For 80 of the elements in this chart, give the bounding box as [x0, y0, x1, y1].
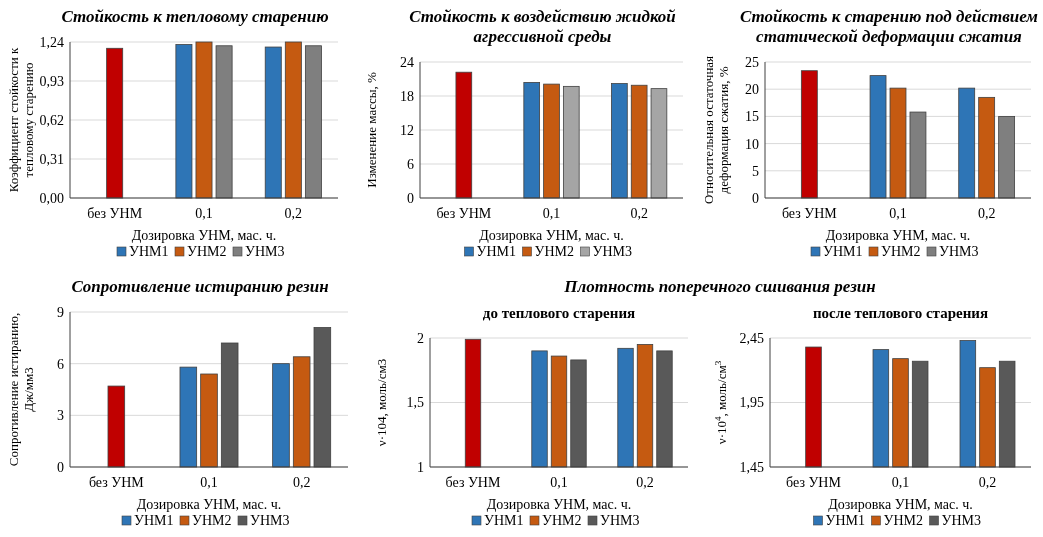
y-tick-label: 0 — [57, 459, 64, 475]
x-tick-label: без УНМ — [87, 206, 143, 221]
x-tick-label: 0,1 — [889, 206, 907, 221]
legend-label: УНМ1 — [476, 244, 516, 259]
x-tick-label: 0,1 — [195, 206, 213, 221]
x-tick-label: без УНМ — [781, 206, 838, 221]
y-tick-label: 6 — [57, 356, 64, 372]
y-axis-title: Относительная остаточная деформация сжатия, % — [701, 55, 731, 205]
y-tick-label: 3 — [57, 408, 64, 424]
legend-label: УНМ1 — [129, 244, 169, 259]
y-tick-label: 0 — [407, 190, 414, 206]
x-tick-label: 0,1 — [200, 475, 218, 490]
y-tick-label: 0,00 — [39, 190, 64, 206]
legend-label: УНМ3 — [941, 513, 981, 528]
chart-title: Плотность поперечного сшивания резин — [563, 277, 876, 296]
x-axis-title: Дозировка УНМ, мас. ч. — [136, 497, 282, 512]
x-tick-label: 0,1 — [550, 475, 568, 490]
y-tick-label: 1,24 — [39, 34, 64, 50]
x-axis-title: Дозировка УНМ, мас. ч. — [486, 497, 632, 512]
x-tick-label: без УНМ — [88, 475, 145, 490]
legend-label: УНМ3 — [600, 513, 640, 528]
x-axis-title: Дозировка УНМ, мас. ч. — [479, 228, 624, 243]
x-axis-title: Дозировка УНМ, мас. ч. — [131, 228, 277, 243]
legend-label: УНМ3 — [245, 244, 285, 259]
legend-label: УНМ2 — [881, 244, 921, 259]
y-tick-label: 1,5 — [406, 395, 424, 411]
y-tick-label: 25 — [745, 54, 759, 70]
y-tick-label: 5 — [752, 163, 759, 179]
chart-subtitle: после теплового старения — [812, 305, 989, 321]
chart-title: Стойкость к тепловому старению — [61, 7, 329, 26]
y-tick-label: 0,31 — [39, 151, 64, 167]
legend-label: УНМ3 — [250, 513, 290, 528]
legend-label: УНМ3 — [939, 244, 979, 259]
x-tick-label: 0,2 — [636, 475, 654, 490]
x-tick-label: 0,1 — [542, 206, 561, 221]
legend-label: УНМ1 — [484, 513, 524, 528]
y-axis-title: Изменение массы, % — [364, 72, 379, 188]
legend-label: УНМ1 — [823, 244, 863, 259]
y-tick-label: 2 — [417, 330, 424, 346]
y-tick-label: 1,45 — [739, 459, 764, 475]
legend-label: УНМ2 — [534, 244, 574, 259]
x-tick-label: 0,2 — [978, 475, 997, 490]
y-tick-label: 2,45 — [739, 330, 764, 346]
y-tick-label: 15 — [745, 109, 759, 125]
legend-label: УНМ2 — [883, 513, 923, 528]
x-tick-label: без УНМ — [786, 475, 842, 490]
x-tick-label: 0,2 — [977, 206, 996, 221]
x-axis-title: Дозировка УНМ, мас. ч. — [825, 228, 971, 243]
y-axis-title: Коэффициент стойкости к тепловому старению — [6, 46, 36, 193]
x-tick-label: 0,2 — [630, 206, 648, 221]
y-tick-label: 9 — [57, 304, 64, 320]
chart-title: Сопротивление истиранию резин — [71, 277, 329, 296]
legend-label: УНМ2 — [192, 513, 232, 528]
x-tick-label: 0,1 — [891, 475, 910, 490]
x-tick-label: 0,2 — [292, 475, 311, 490]
x-tick-label: без УНМ — [436, 206, 492, 221]
y-tick-label: 1 — [417, 459, 424, 475]
y-tick-label: 24 — [400, 54, 414, 70]
y-tick-label: 20 — [745, 82, 759, 98]
y-tick-label: 18 — [400, 88, 414, 104]
chart-title: Стойкость к воздействию жидкой агрессивной среды — [409, 7, 676, 46]
y-tick-label: 0,62 — [39, 112, 64, 128]
legend-label: УНМ3 — [592, 244, 632, 259]
legend-label: УНМ2 — [187, 244, 227, 259]
chart-title: Стойкость к старению под действием статической деформации сжатия — [740, 7, 1039, 46]
x-axis-title: Дозировка УНМ, мас. ч. — [828, 497, 973, 512]
legend-label: УНМ1 — [134, 513, 174, 528]
chart-subtitle: до теплового старения — [482, 305, 636, 321]
y-tick-label: 0,93 — [39, 73, 64, 89]
y-tick-label: 12 — [400, 122, 414, 138]
y-axis-title: ν·104, моль/см3 — [374, 358, 389, 447]
y-tick-label: 10 — [745, 136, 759, 152]
y-axis-title: Сопротивление истиранию, Дж/мм3 — [6, 312, 36, 467]
legend-label: УНМ1 — [825, 513, 865, 528]
x-tick-label: 0,2 — [284, 206, 303, 221]
y-tick-label: 1,95 — [739, 395, 764, 411]
y-tick-label: 0 — [752, 190, 759, 206]
legend-label: УНМ2 — [542, 513, 582, 528]
x-tick-label: без УНМ — [445, 475, 501, 490]
y-tick-label: 6 — [407, 156, 414, 172]
